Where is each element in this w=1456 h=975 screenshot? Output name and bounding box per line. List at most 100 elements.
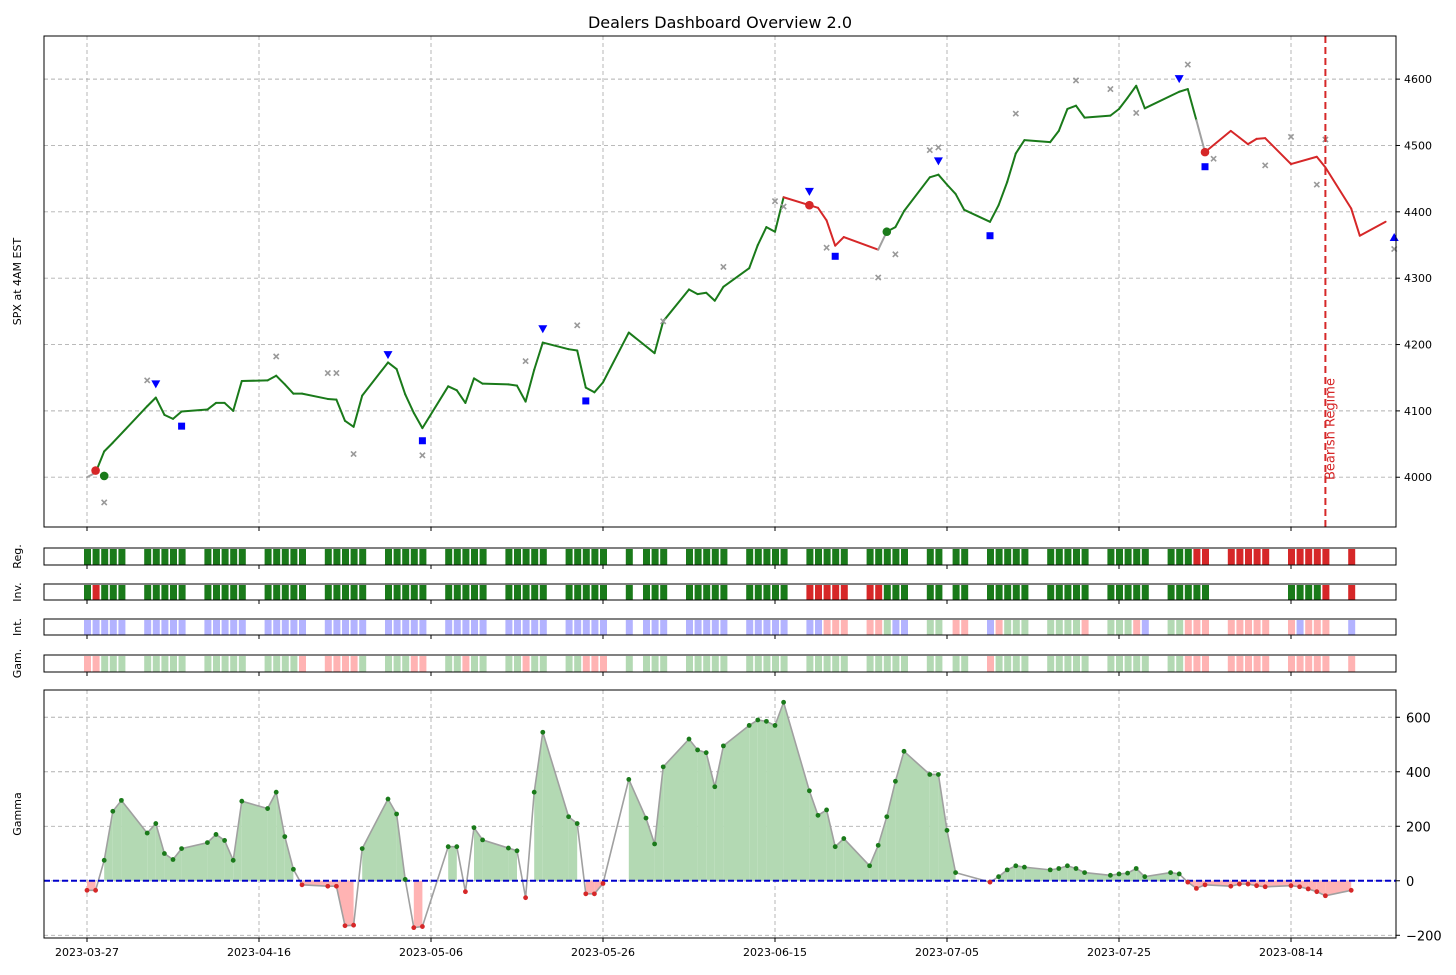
spx-blue-triangle-down-marker — [538, 325, 548, 334]
strip-cell — [213, 620, 220, 635]
gamma-point — [1142, 874, 1148, 880]
gamma-point — [626, 776, 632, 782]
gamma-area-segment — [147, 823, 156, 881]
strip-cell — [840, 549, 848, 565]
spx-line-segment — [1135, 84, 1146, 110]
spx-line-segment — [524, 368, 536, 403]
spx-line-segment — [206, 401, 217, 411]
strip-label: Reg. — [11, 544, 24, 568]
strip-cell — [359, 620, 367, 635]
strip-cell — [1133, 620, 1141, 635]
strip-cell — [359, 585, 367, 600]
strip-cell — [1193, 620, 1201, 635]
strip-cell — [445, 620, 453, 635]
strip-cell — [754, 656, 762, 672]
strip-cell — [574, 620, 582, 635]
strip-cell — [995, 585, 1003, 600]
strip-cell — [1047, 656, 1055, 672]
strip-cell — [161, 620, 169, 635]
xtick-label: 2023-06-15 — [743, 946, 807, 959]
strip-cell — [1313, 620, 1321, 635]
gamma-point — [1168, 870, 1173, 875]
strip-cell — [342, 585, 349, 600]
gamma-point — [1004, 867, 1010, 873]
strip-cell — [238, 549, 246, 565]
gamma-area-segment — [327, 880, 337, 887]
spx-line-segment — [894, 210, 905, 229]
spx-line-segment — [240, 379, 269, 383]
strip-cell — [754, 620, 762, 635]
gamma-area-segment — [757, 719, 767, 881]
x-stroke — [1313, 181, 1320, 188]
strip-cell — [574, 656, 582, 672]
strip-cell — [806, 620, 814, 635]
gamma-area-segment — [938, 774, 947, 881]
spx-gray-x-marker — [144, 377, 151, 384]
strip-cell — [505, 656, 513, 672]
strip-cell — [299, 549, 306, 565]
gamma-point — [110, 808, 116, 814]
gamma-point — [1073, 866, 1079, 871]
strip-cell — [445, 549, 453, 565]
strip-cell — [1167, 585, 1175, 600]
strip-cell — [763, 585, 771, 600]
strip-cell — [600, 585, 607, 600]
x-stroke — [1262, 162, 1269, 169]
spx-line-segment — [1290, 155, 1318, 166]
gamma-area-segment — [1248, 880, 1257, 886]
strip-cell — [952, 656, 960, 672]
gamma-area-segment — [723, 725, 750, 881]
spx-gray-x-marker — [273, 353, 280, 360]
spx-line-segment — [533, 341, 544, 371]
strip-cell — [92, 620, 100, 635]
strip-cell — [660, 656, 668, 672]
strip-cell — [806, 549, 814, 565]
strip-cell — [350, 549, 358, 565]
gamma-panel: −200 0 200 400 600 Gamma — [11, 689, 1442, 944]
strip-cell — [840, 585, 848, 600]
gamma-point — [84, 887, 90, 893]
gamma-point — [1013, 863, 1019, 869]
strip-cell — [574, 585, 582, 600]
strip-cell — [1124, 549, 1132, 565]
gamma-point — [402, 877, 408, 882]
strip-cell — [763, 549, 771, 565]
spx-ytick-label: 4200 — [1404, 339, 1432, 352]
gamma-point — [1348, 887, 1354, 893]
strip-cell — [410, 620, 418, 635]
strip-cell — [1081, 585, 1089, 600]
gamma-point — [566, 814, 571, 820]
strip-cell — [952, 549, 960, 565]
strip-cell — [1047, 549, 1055, 565]
x-stroke — [324, 369, 331, 377]
strip-cell — [84, 656, 91, 672]
gamma-point — [1065, 863, 1070, 869]
spx-line-segment — [1006, 152, 1017, 183]
xtick-label: 2023-05-26 — [571, 946, 635, 959]
strip-cell — [1081, 549, 1089, 565]
strip-cell — [840, 620, 848, 635]
strip-cell — [144, 585, 152, 600]
spx-line-segment — [567, 348, 579, 352]
strip-cell — [772, 549, 779, 565]
gamma-area-segment — [663, 739, 689, 881]
gamma-point — [540, 729, 546, 735]
strip-inv: Inv. — [11, 582, 1397, 604]
strip-label: Gam. — [11, 649, 24, 678]
strip-cell — [995, 549, 1003, 565]
strip-cell — [1107, 656, 1115, 672]
gamma-point — [815, 812, 821, 818]
spx-line-segment — [1178, 88, 1189, 93]
strip-cell — [892, 549, 900, 565]
gamma-frame — [43, 689, 1397, 939]
strip-cell — [711, 656, 719, 672]
spx-gray-x-marker — [574, 322, 581, 329]
spx-line-segment — [1143, 90, 1181, 110]
strip-cell — [1245, 549, 1252, 565]
strip-cell — [1021, 656, 1029, 672]
strip-cell — [1202, 620, 1209, 635]
strip-cell — [1064, 620, 1072, 635]
spx-gray-x-marker — [333, 369, 340, 377]
spx-gray-x-marker — [324, 369, 331, 377]
spx-line-segment — [275, 374, 286, 386]
